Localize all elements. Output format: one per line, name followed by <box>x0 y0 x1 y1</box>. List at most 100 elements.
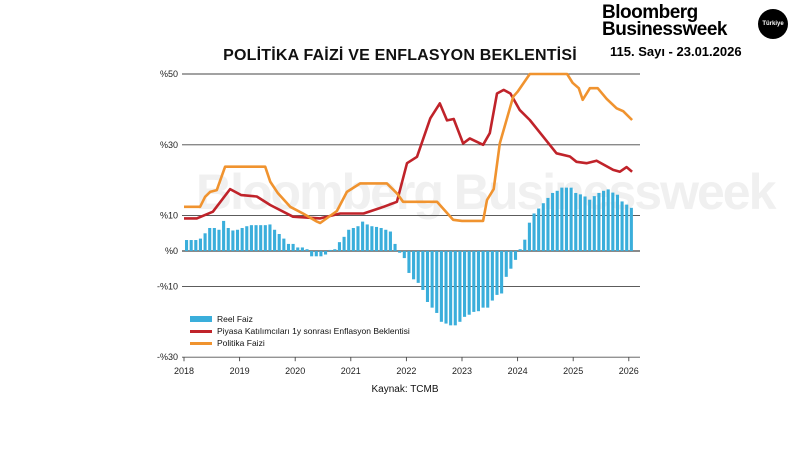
bar-real-rate <box>546 197 550 251</box>
bar-real-rate <box>328 249 332 251</box>
bar-real-rate <box>490 251 494 301</box>
bar-real-rate <box>537 208 541 251</box>
bar-real-rate <box>300 247 304 251</box>
bar-real-rate <box>384 229 388 251</box>
bar-real-rate <box>500 251 504 294</box>
y-tick-label: %0 <box>165 246 178 256</box>
bar-real-rate <box>277 234 281 251</box>
brand-line1: Bloomberg <box>602 2 698 23</box>
bar-real-rate <box>282 238 286 251</box>
bar-real-rate <box>574 192 578 251</box>
bar-real-rate <box>421 251 425 290</box>
issue-date: 115. Sayı - 23.01.2026 <box>610 44 742 59</box>
bar-real-rate <box>226 227 230 251</box>
bar-real-rate <box>208 227 212 251</box>
bar-real-rate <box>324 251 328 255</box>
x-tick-label: 2025 <box>563 366 583 376</box>
bar-real-rate <box>592 196 596 251</box>
bar-real-rate <box>268 224 272 251</box>
bar-real-rate <box>481 251 485 308</box>
bar-real-rate <box>532 213 536 251</box>
legend-item-real-rate: Reel Faiz <box>190 313 410 325</box>
line-policy-rate <box>184 72 634 225</box>
bar-real-rate <box>305 249 309 251</box>
legend-item-policy: Politika Faizi <box>190 337 410 349</box>
bar-real-rate <box>310 251 314 257</box>
bar-real-rate <box>249 225 253 251</box>
y-tick-label: %30 <box>160 140 178 150</box>
source-note: Kaynak: TCMB <box>371 384 439 395</box>
brand-line2: Businessweek <box>602 19 727 40</box>
bar-real-rate <box>347 229 351 251</box>
bar-real-rate <box>495 251 499 295</box>
bar-real-rate <box>185 240 189 251</box>
bar-real-rate <box>444 251 448 324</box>
bar-real-rate <box>365 224 369 251</box>
bar-real-rate <box>578 194 582 251</box>
bar-real-rate <box>398 251 402 253</box>
bar-real-rate <box>509 251 513 269</box>
y-tick-label: %10 <box>160 211 178 221</box>
bar-real-rate <box>333 249 337 251</box>
bar-real-rate <box>449 251 453 326</box>
bar-real-rate <box>523 239 527 251</box>
bar-real-rate <box>342 236 346 251</box>
bar-real-rate <box>194 240 198 251</box>
bar-real-rate <box>212 227 216 251</box>
bar-real-rate <box>286 243 291 251</box>
brand-logo: Bloomberg Businessweek Türkiye 115. Sayı… <box>602 2 792 59</box>
bar-real-rate <box>259 225 263 251</box>
bar-real-rate <box>625 204 629 251</box>
bar-real-rate <box>439 251 443 322</box>
line-inflation-expectation <box>184 88 633 220</box>
y-tick-label: -%30 <box>157 352 178 362</box>
bar-real-rate <box>374 226 379 251</box>
legend-swatch <box>190 329 212 333</box>
bar-real-rate <box>560 187 564 251</box>
bar-real-rate <box>467 251 471 315</box>
bar-real-rate <box>606 189 610 251</box>
bar-real-rate <box>551 192 555 251</box>
bar-real-rate <box>463 251 467 317</box>
bar-real-rate <box>555 190 559 251</box>
legend-item-expectation: Piyasa Katılımcıları 1y sonrası Enflasyo… <box>190 325 410 337</box>
legend-label: Reel Faiz <box>217 314 253 324</box>
x-tick-label: 2022 <box>396 366 416 376</box>
chart-title: POLİTİKA FAİZİ VE ENFLASYON BEKLENTİSİ <box>223 47 577 64</box>
bar-real-rate <box>189 240 193 251</box>
legend-label: Politika Faizi <box>217 338 265 348</box>
bar-real-rate <box>597 192 601 251</box>
bar-real-rate <box>235 229 240 251</box>
legend-swatch <box>190 316 212 322</box>
bar-real-rate <box>527 222 531 251</box>
bar-real-rate <box>273 229 277 251</box>
bar-real-rate <box>518 249 522 251</box>
bar-real-rate <box>588 199 592 251</box>
bar-real-rate <box>245 226 249 251</box>
bar-real-rate <box>407 251 411 273</box>
x-tick-label: 2019 <box>230 366 250 376</box>
bar-real-rate <box>472 251 476 312</box>
bar-real-rate <box>198 238 202 251</box>
bar-real-rate <box>611 192 615 251</box>
bar-real-rate <box>314 251 318 257</box>
bar-real-rate <box>361 221 365 251</box>
x-tick-label: 2021 <box>341 366 361 376</box>
bar-real-rate <box>513 251 518 260</box>
bar-real-rate <box>263 225 267 251</box>
bar-real-rate <box>430 251 434 308</box>
bar-real-rate <box>254 225 258 251</box>
bar-real-rate <box>379 227 383 251</box>
legend-swatch <box>190 341 212 345</box>
bar-real-rate <box>453 251 457 326</box>
bar-real-rate <box>296 247 300 251</box>
brand-wordmark: Bloomberg Businessweek <box>602 2 752 40</box>
bar-real-rate <box>370 226 374 251</box>
bar-real-rate <box>231 230 235 251</box>
y-tick-label: %50 <box>160 69 178 79</box>
bar-real-rate <box>569 187 573 251</box>
legend: Reel Faiz Piyasa Katılımcıları 1y sonras… <box>190 313 410 349</box>
bar-real-rate <box>416 251 420 283</box>
bar-real-rate <box>615 194 619 251</box>
x-tick-label: 2020 <box>285 366 305 376</box>
